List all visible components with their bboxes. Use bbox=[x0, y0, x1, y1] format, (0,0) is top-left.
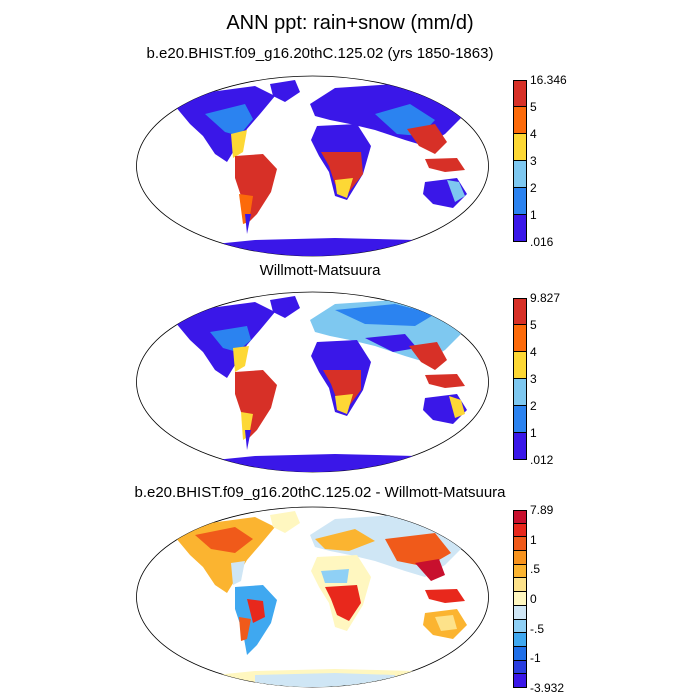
colorbar-tick-label: 4 bbox=[530, 345, 537, 359]
panel-2-subtitle: Willmott-Matsuura bbox=[259, 262, 381, 279]
greenland-land bbox=[270, 296, 300, 318]
colorbar-segment bbox=[513, 578, 527, 593]
colorbar-segment bbox=[513, 537, 527, 552]
colorbar-segment bbox=[513, 325, 527, 352]
colorbar-segment bbox=[513, 605, 527, 620]
panel-3-colorbar bbox=[513, 510, 527, 688]
colorbar-segment bbox=[513, 352, 527, 379]
panel-1-subtitle: b.e20.BHIST.f09_g16.20thC.125.02 (yrs 18… bbox=[146, 45, 494, 62]
panel-2-colorbar bbox=[513, 298, 527, 460]
colorbar-segment bbox=[513, 523, 527, 538]
colorbar-tick-label: .5 bbox=[530, 562, 541, 577]
panel-2-world-map bbox=[136, 291, 489, 473]
colorbar-tick-label: 3 bbox=[530, 154, 537, 168]
colorbar-segment bbox=[513, 674, 527, 688]
colorbar-tick-label: 1 bbox=[530, 208, 537, 222]
colorbar-segment bbox=[513, 619, 527, 634]
greenland-land bbox=[270, 80, 300, 102]
colorbar-segment bbox=[513, 406, 527, 433]
colorbar-tick-label: 9.827 bbox=[530, 291, 561, 305]
colorbar-segment bbox=[513, 564, 527, 579]
colorbar-segment bbox=[513, 107, 527, 134]
colorbar-segment bbox=[513, 433, 527, 460]
colorbar-segment bbox=[513, 80, 527, 107]
panel-1-colorbar bbox=[513, 80, 527, 242]
colorbar-segment bbox=[513, 592, 527, 606]
colorbar-segment bbox=[513, 134, 527, 161]
colorbar-tick-label: 4 bbox=[530, 127, 537, 141]
colorbar-segment bbox=[513, 510, 527, 524]
colorbar-tick-label: .016 bbox=[530, 235, 554, 249]
colorbar-tick-label: 5 bbox=[530, 100, 537, 114]
colorbar-segment bbox=[513, 298, 527, 325]
colorbar-segment bbox=[513, 633, 527, 647]
colorbar-tick-label: 1 bbox=[530, 426, 537, 440]
colorbar-tick-label: 5 bbox=[530, 318, 537, 332]
colorbar-segment bbox=[513, 215, 527, 242]
panel-1-world-map bbox=[136, 75, 489, 257]
colorbar-tick-label: .012 bbox=[530, 453, 554, 467]
greenland-land bbox=[270, 511, 300, 533]
colorbar-tick-label: 2 bbox=[530, 181, 537, 195]
colorbar-tick-label: 3 bbox=[530, 372, 537, 386]
colorbar-tick-label: -.5 bbox=[530, 621, 545, 636]
colorbar-tick-label: 0 bbox=[530, 592, 537, 606]
colorbar-tick-label: 7.89 bbox=[530, 503, 554, 517]
colorbar-segment bbox=[513, 161, 527, 188]
colorbar-segment bbox=[513, 379, 527, 406]
figure-title: ANN ppt: rain+snow (mm/d) bbox=[226, 12, 474, 34]
colorbar-tick-label: -1 bbox=[530, 651, 541, 666]
colorbar-segment bbox=[513, 660, 527, 675]
colorbar-tick-label: 16.346 bbox=[530, 73, 567, 87]
colorbar-tick-label: 1 bbox=[530, 532, 537, 547]
colorbar-segment bbox=[513, 551, 527, 565]
colorbar-segment bbox=[513, 646, 527, 661]
colorbar-segment bbox=[513, 188, 527, 215]
panel-3-subtitle: b.e20.BHIST.f09_g16.20thC.125.02 - Willm… bbox=[134, 484, 506, 501]
colorbar-tick-label: 2 bbox=[530, 399, 537, 413]
colorbar-tick-label: -3.932 bbox=[530, 681, 565, 695]
panel-3-world-map bbox=[136, 506, 489, 688]
